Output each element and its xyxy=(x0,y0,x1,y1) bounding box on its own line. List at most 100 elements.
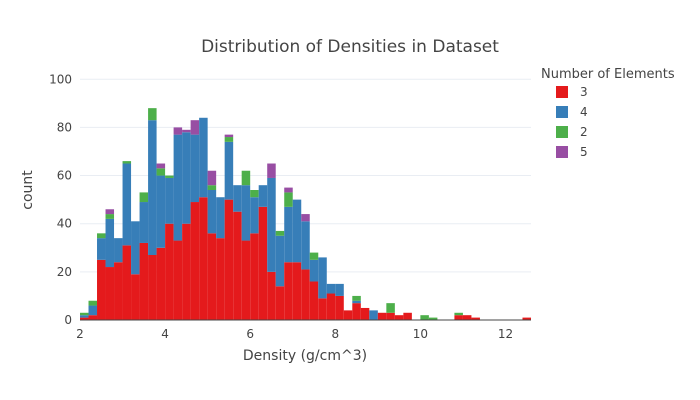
bar-series-2 xyxy=(250,190,259,198)
bar-series-2 xyxy=(207,185,217,190)
legend-items: 3 4 2 5 xyxy=(556,85,588,159)
bar-series-4 xyxy=(275,235,285,287)
bar-series-3 xyxy=(250,233,259,320)
bar-series-3 xyxy=(352,303,361,320)
legend-swatch-3 xyxy=(556,86,568,98)
bar-series-5 xyxy=(190,120,200,135)
bar-series-2 xyxy=(105,214,115,219)
bar-series-3 xyxy=(471,317,480,320)
bar-series-4 xyxy=(207,190,217,234)
bar-series-4 xyxy=(250,197,259,234)
y-axis-title: count xyxy=(20,170,36,210)
bar-series-2 xyxy=(420,315,429,320)
bar-series-3 xyxy=(207,233,217,320)
bar-series-3 xyxy=(403,312,412,320)
bar-series-4 xyxy=(97,238,106,260)
bar-series-3 xyxy=(335,295,344,320)
bar-series-2 xyxy=(224,137,234,142)
bar-series-2 xyxy=(275,230,285,236)
bar-series-3 xyxy=(122,245,132,320)
bar-series-4 xyxy=(301,221,310,270)
bar-series-5 xyxy=(224,134,234,138)
bar-series-4 xyxy=(148,120,157,256)
bar-series-3 xyxy=(522,317,531,320)
x-tick-label: 10 xyxy=(413,327,428,341)
bar-series-2 xyxy=(284,192,293,207)
bar-series-5 xyxy=(267,163,276,178)
bar-series-5 xyxy=(105,209,115,215)
bar-series-3 xyxy=(216,238,225,320)
legend-label-3: 3 xyxy=(580,85,588,99)
axes: 0 20 40 60 80 100 2 4 6 8 10 12 xyxy=(49,72,531,341)
bar-series-2 xyxy=(97,233,106,239)
bar-series-4 xyxy=(182,132,191,224)
bar-series-3 xyxy=(301,269,310,320)
bar-series-2 xyxy=(80,312,89,316)
y-tick-label: 100 xyxy=(49,72,72,86)
bar-series-2 xyxy=(309,252,319,260)
bar-series-3 xyxy=(80,317,89,320)
bar-series-3 xyxy=(190,202,200,320)
bar-series-3 xyxy=(173,240,183,320)
bar-series-3 xyxy=(199,197,208,320)
bar-series-4 xyxy=(326,283,336,294)
y-tick-label: 20 xyxy=(57,265,72,279)
bar-series-2 xyxy=(454,312,463,316)
bar-series-4 xyxy=(190,134,200,203)
bar-series-5 xyxy=(182,129,191,133)
legend-title: Number of Elements xyxy=(541,67,675,82)
bar-series-4 xyxy=(292,199,302,263)
bar-series-4 xyxy=(88,305,98,316)
bar-series-4 xyxy=(165,177,174,224)
x-axis-title: Density (g/cm^3) xyxy=(243,348,367,364)
bar-series-3 xyxy=(165,223,174,320)
bar-series-5 xyxy=(284,187,293,193)
bar-series-3 xyxy=(148,255,157,320)
bar-series-2 xyxy=(88,300,98,306)
bar-series-3 xyxy=(275,286,285,320)
bar-series-4 xyxy=(122,163,132,246)
x-tick-label: 2 xyxy=(76,327,84,341)
y-tick-label: 40 xyxy=(57,217,72,231)
bar-series-3 xyxy=(309,281,319,320)
legend-label-5: 5 xyxy=(580,145,588,159)
bar-series-2 xyxy=(139,192,149,203)
bar-series-3 xyxy=(233,211,242,320)
bar-series-2 xyxy=(122,161,132,164)
chart-title: Distribution of Densities in Dataset xyxy=(201,37,499,57)
bar-series-3 xyxy=(360,307,370,320)
bar-series-3 xyxy=(394,315,404,320)
bar-series-3 xyxy=(386,312,395,320)
bar-series-3 xyxy=(182,223,191,320)
bar-series-3 xyxy=(139,242,149,320)
bar-series-3 xyxy=(241,240,251,320)
bar-series-3 xyxy=(156,247,166,320)
bar-series-2 xyxy=(428,317,438,320)
y-tick-label: 60 xyxy=(57,169,72,183)
bar-series-5 xyxy=(207,170,217,186)
legend-swatch-2 xyxy=(556,126,568,138)
bar-series-4 xyxy=(233,185,242,212)
legend-label-2: 2 xyxy=(580,125,588,139)
bar-series-5 xyxy=(156,163,166,169)
bar-series-3 xyxy=(258,206,268,320)
bar-series-4 xyxy=(369,310,378,320)
bar-series-4 xyxy=(318,257,327,299)
bar-series-3 xyxy=(292,262,302,320)
bar-series-2 xyxy=(352,295,361,301)
bar-series-4 xyxy=(156,175,166,248)
y-tick-label: 0 xyxy=(64,313,72,327)
bar-series-3 xyxy=(224,199,234,320)
bar-series-4 xyxy=(267,177,276,272)
bar-series-4 xyxy=(199,117,208,198)
bar-series-4 xyxy=(335,283,344,296)
bar-series-4 xyxy=(258,185,268,207)
bar-series-2 xyxy=(148,108,157,121)
bar-series-4 xyxy=(114,238,123,263)
bar-series-4 xyxy=(105,218,115,268)
bars xyxy=(80,108,531,320)
x-tick-label: 6 xyxy=(246,327,254,341)
x-tick-label: 12 xyxy=(498,327,513,341)
bar-series-3 xyxy=(284,262,293,320)
